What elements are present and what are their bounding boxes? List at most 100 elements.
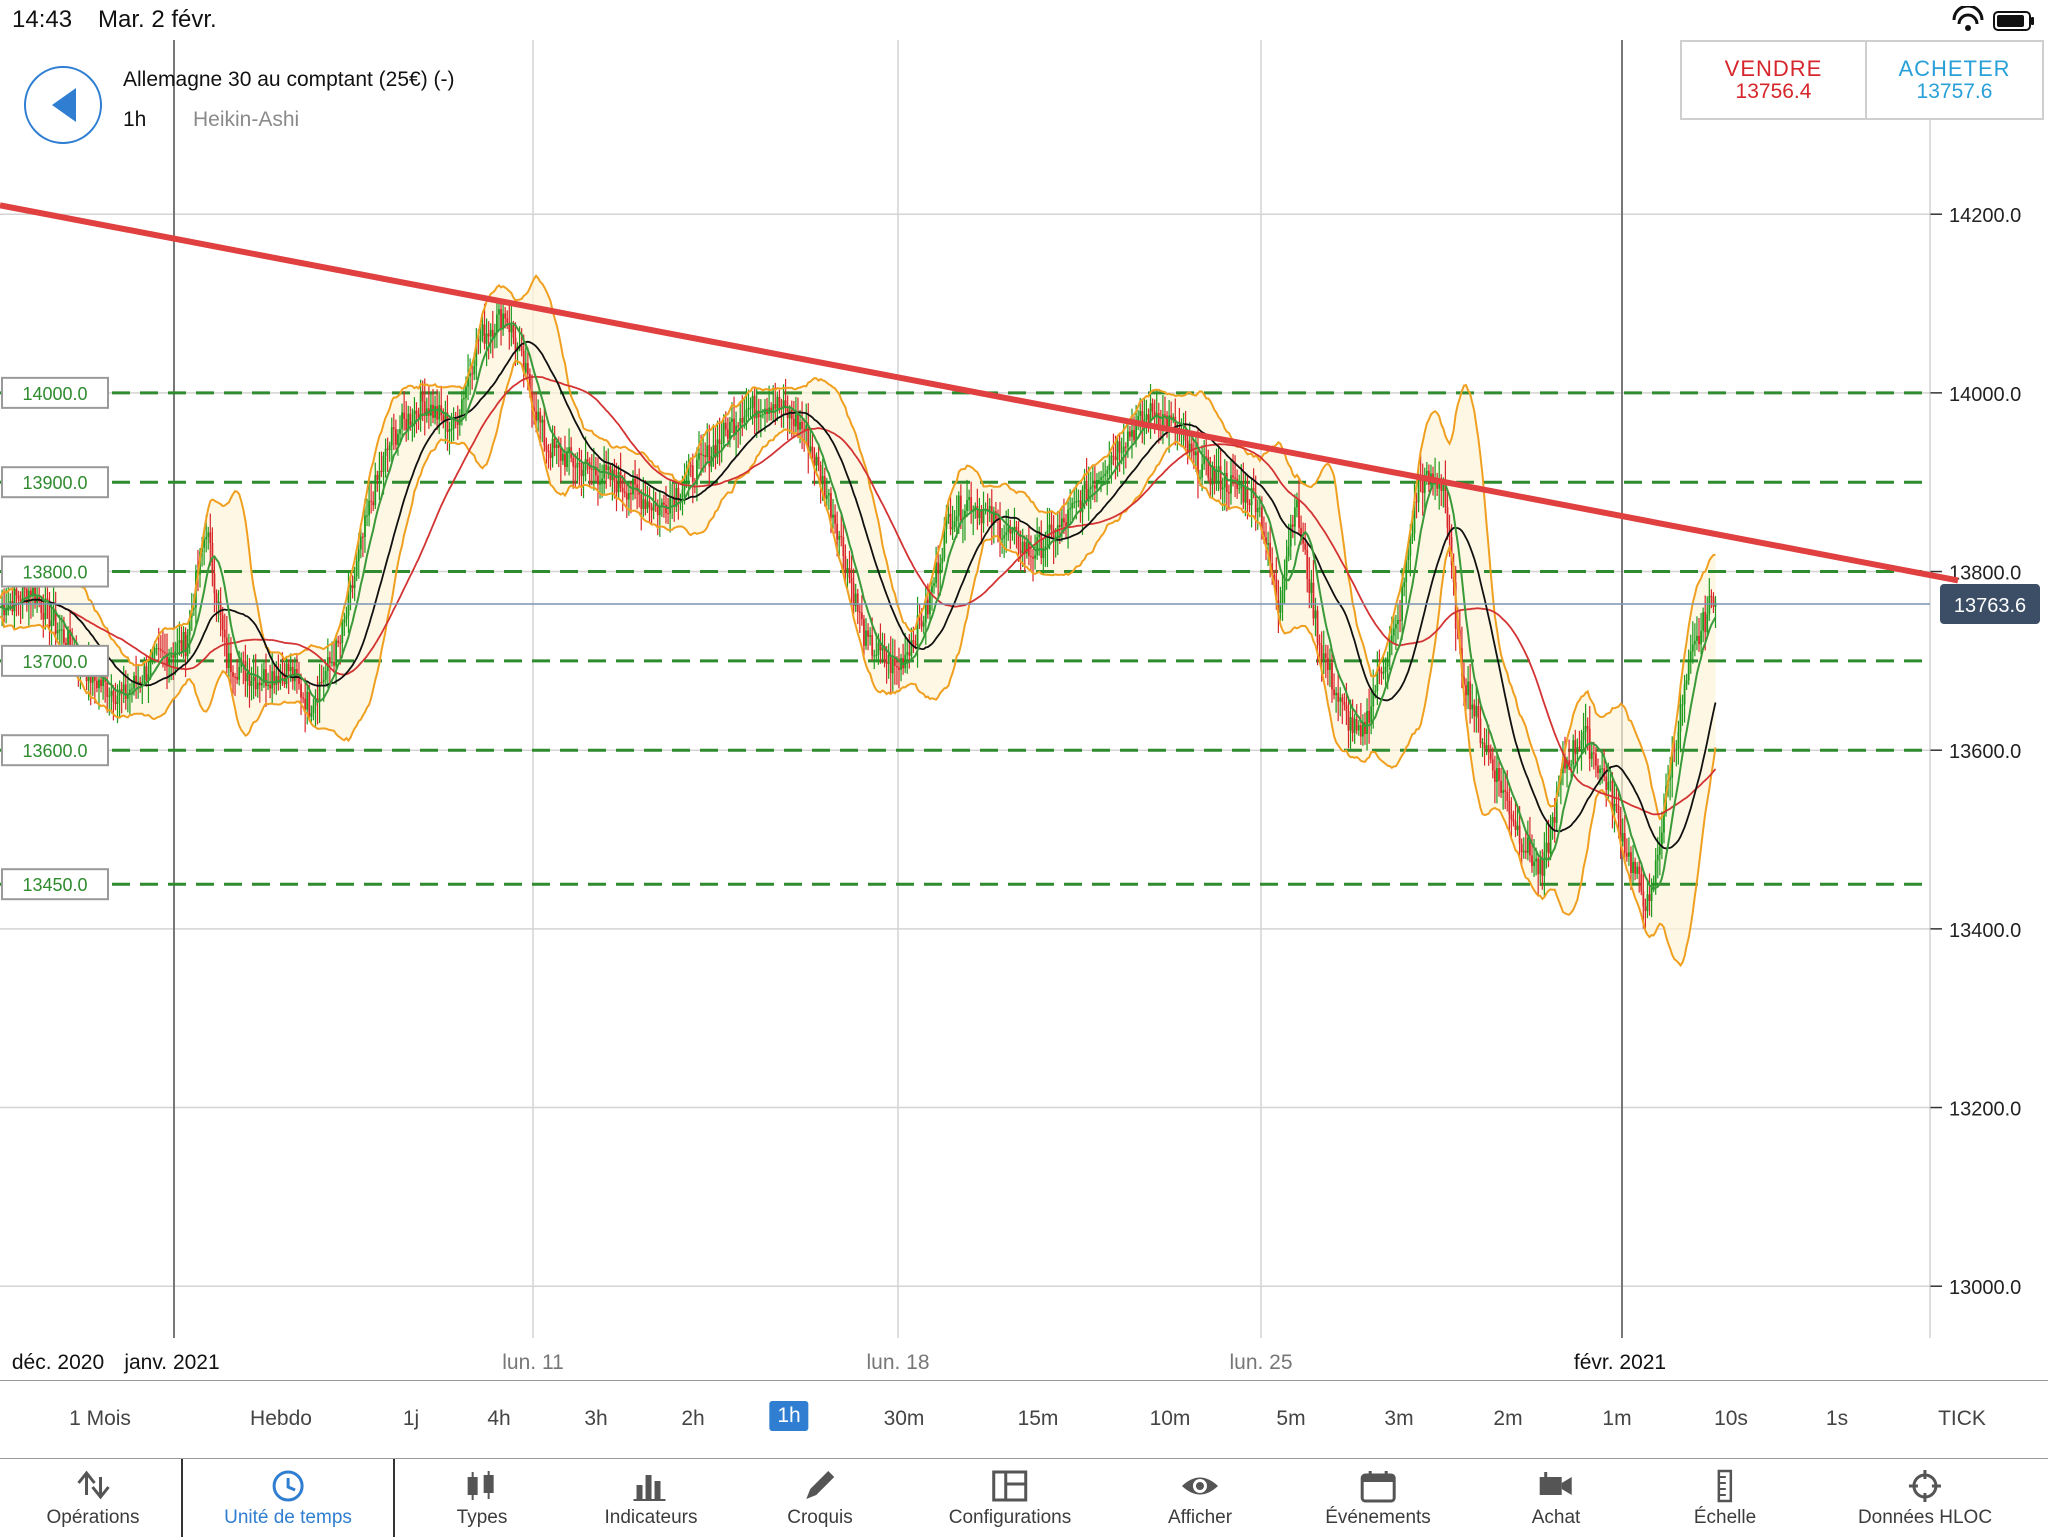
timeframe-option-3m[interactable]: 3m — [1384, 1407, 1414, 1430]
timeframe-option-2m[interactable]: 2m — [1493, 1407, 1523, 1430]
candle-body — [1374, 690, 1377, 693]
toolbar-candles-button[interactable]: Types — [456, 1459, 508, 1537]
candle-body — [376, 474, 379, 480]
candle-body — [941, 557, 944, 564]
timeframe-option-3h[interactable]: 3h — [584, 1407, 608, 1430]
candle-body — [1025, 542, 1028, 554]
toolbar-layout-button[interactable]: Configurations — [949, 1459, 1071, 1537]
candle-body — [137, 681, 140, 684]
candle-body — [553, 438, 556, 449]
timeframe-option-4h[interactable]: 4h — [487, 1407, 511, 1430]
candle-body — [619, 471, 622, 488]
calendar-icon — [1360, 1471, 1396, 1503]
toolbar-pencil-button[interactable]: Croquis — [787, 1459, 853, 1537]
toolbar-bars-button[interactable]: Indicateurs — [605, 1459, 697, 1537]
candle-body — [1483, 742, 1486, 749]
candle-body — [17, 595, 20, 599]
price-chart[interactable]: 14200.0 14000.0 13800.0 13600.0 13400.0 13200… — [0, 40, 2048, 1380]
candle-body — [547, 450, 550, 453]
timeframe-option-5m[interactable]: 5m — [1276, 1407, 1306, 1430]
candle-body — [300, 683, 302, 698]
candle-body — [203, 539, 206, 548]
candle-body — [1423, 474, 1426, 493]
back-button[interactable] — [24, 66, 102, 144]
timeframe-option-10s[interactable]: 10s — [1714, 1407, 1748, 1430]
trendline — [0, 202, 1959, 584]
candle-body — [1671, 750, 1674, 778]
timeframe-option-1s[interactable]: 1s — [1825, 1407, 1849, 1430]
candle-body — [724, 422, 727, 430]
timeframe-option-30m[interactable]: 30m — [883, 1407, 925, 1430]
candle-body — [1407, 555, 1410, 560]
timeframe-option-hebdo[interactable]: Hebdo — [250, 1407, 312, 1430]
bars-icon — [633, 1475, 666, 1501]
timeframe-option-1j[interactable]: 1j — [402, 1407, 420, 1430]
timeframe-option-10m[interactable]: 10m — [1149, 1407, 1191, 1430]
candle-body — [1574, 740, 1577, 755]
toolbar-calendar-button[interactable]: Événements — [1325, 1459, 1431, 1537]
candle-body — [955, 516, 958, 522]
level-label: 13900.0 — [22, 473, 87, 493]
candle-body — [642, 499, 645, 509]
candle-body — [1683, 684, 1686, 705]
timeframe-option-15m[interactable]: 15m — [1017, 1407, 1059, 1430]
toolbar-label: Types — [456, 1507, 508, 1528]
toolbar-arrows-button[interactable]: Opérations — [47, 1459, 139, 1537]
timeframe-bar: 1 Mois Hebdo 1j 4h 3h 2h 1h 30m 15m 10m 5m 3m 2m 1m 10… — [0, 1380, 2048, 1459]
candle-body — [574, 466, 577, 468]
candle-body — [1001, 538, 1003, 540]
candle-body — [141, 682, 144, 684]
timeframe-option-1h[interactable]: 1h — [769, 1401, 809, 1431]
toolbar-eye-button[interactable]: Afficher — [1168, 1459, 1232, 1537]
candle-body — [524, 363, 527, 372]
candle-body — [1380, 671, 1383, 674]
candle-body — [741, 418, 744, 423]
candle-body — [968, 497, 970, 501]
candle-body — [442, 415, 445, 423]
candle-body — [1007, 527, 1010, 533]
candle-body — [155, 648, 158, 650]
candle-body — [1296, 500, 1298, 508]
candle-body — [223, 629, 226, 638]
candle-body — [1135, 424, 1138, 440]
level-label: 13800.0 — [22, 563, 87, 583]
candle-body — [258, 682, 261, 686]
candle-body — [1151, 403, 1154, 412]
x-axis-label: lun. 25 — [1229, 1351, 1292, 1374]
candle-body — [640, 494, 643, 509]
active-tool-frame — [181, 1459, 395, 1537]
candle-body — [650, 507, 653, 511]
toolbar-camera-button[interactable]: Achat — [1532, 1459, 1580, 1537]
candle-body — [1256, 508, 1259, 513]
timeframe-option-1-mois[interactable]: 1 Mois — [69, 1407, 131, 1430]
candle-body — [370, 500, 373, 502]
candle-body — [322, 679, 325, 683]
candle-body — [1073, 502, 1076, 504]
sell-button[interactable]: VENDRE 13756.4 — [1682, 42, 1865, 118]
candle-body — [1252, 488, 1255, 494]
candle-body — [667, 513, 669, 515]
candle-body — [854, 593, 857, 606]
candle-body — [1126, 431, 1129, 447]
toolbar-clock-button[interactable]: Unité de temps — [224, 1459, 352, 1537]
timeframe-option-tick[interactable]: TICK — [1938, 1407, 1986, 1430]
level-label-box — [1, 555, 109, 588]
candle-body — [96, 680, 98, 689]
candle-body — [1654, 860, 1657, 886]
candle-body — [877, 642, 880, 655]
candle-body — [1415, 501, 1418, 503]
timeframe-option-2h[interactable]: 2h — [681, 1407, 705, 1430]
y-tick-label: 13200.0 — [1949, 1099, 2021, 1121]
candle-body — [1522, 850, 1525, 853]
buy-button[interactable]: ACHETER 13757.6 — [1867, 42, 2042, 118]
candle-body — [1108, 464, 1111, 471]
toolbar-ruler-button[interactable]: Échelle — [1694, 1459, 1756, 1537]
candle-body — [48, 600, 51, 627]
candle-body — [1605, 776, 1608, 790]
candle-body — [341, 622, 344, 644]
toolbar-crosshair-button[interactable]: Données HLOC — [1858, 1459, 1992, 1537]
timeframe-option-1m[interactable]: 1m — [1602, 1407, 1632, 1430]
candle-body — [992, 511, 995, 525]
candle-body — [310, 712, 313, 717]
candle-body — [1487, 745, 1490, 753]
